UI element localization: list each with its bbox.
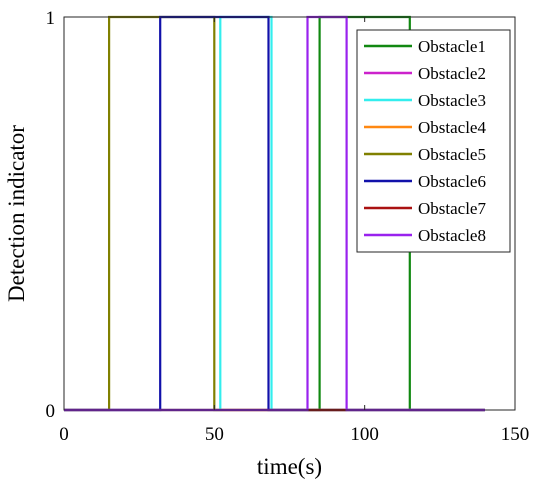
x-tick-label: 100	[350, 424, 379, 445]
legend: Obstacle1 Obstacle2 Obstacle3 Obstacle4 Obst…	[356, 29, 511, 253]
legend-label-obstacle4: Obstacle4	[418, 118, 486, 137]
plot-area-frame	[63, 16, 516, 411]
legend-label-obstacle7: Obstacle7	[418, 199, 486, 218]
y-tick-label: 0	[46, 401, 56, 422]
legend-label-obstacle1: Obstacle1	[418, 37, 486, 56]
legend-box	[356, 29, 511, 253]
legend-label-obstacle6: Obstacle6	[418, 172, 486, 191]
legend-label-obstacle8: Obstacle8	[418, 226, 486, 245]
y-axis-ticks: 01	[46, 8, 515, 422]
legend-label-obstacle5: Obstacle5	[418, 145, 486, 164]
x-tick-label: 150	[501, 424, 530, 445]
legend-label-obstacle3: Obstacle3	[418, 91, 486, 110]
x-tick-label: 50	[205, 424, 224, 445]
x-tick-label: 0	[59, 424, 69, 445]
x-axis-ticks: 0 50 100 150	[59, 17, 529, 445]
y-tick-label: 1	[46, 8, 56, 29]
y-axis-label: Detection indicator	[4, 125, 29, 302]
legend-label-obstacle2: Obstacle2	[418, 64, 486, 83]
x-axis-label: time(s)	[257, 454, 322, 479]
